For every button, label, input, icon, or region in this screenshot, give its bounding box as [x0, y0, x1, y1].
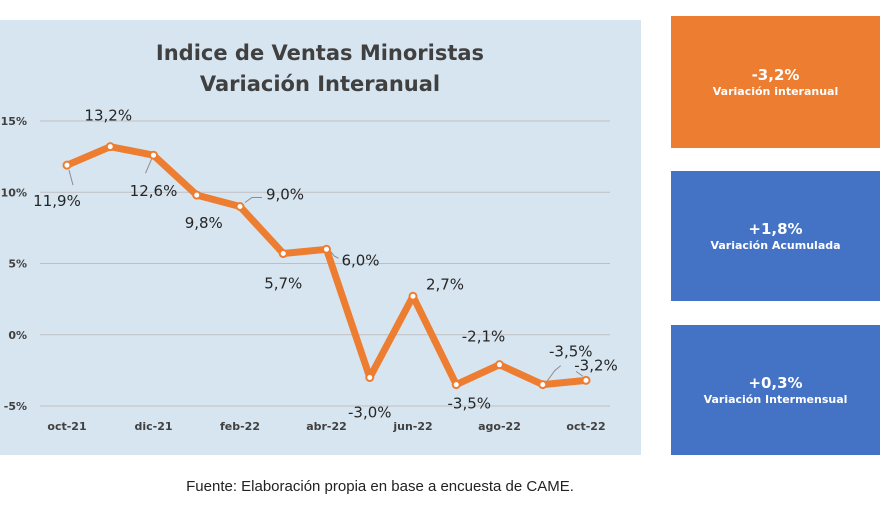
data-label: 2,7% [426, 275, 464, 293]
y-tick-label: 15% [1, 115, 27, 128]
line-chart: Indice de Ventas Minoristas Variación In… [1, 41, 618, 433]
box-interanual-value: -3,2% [751, 66, 800, 84]
data-label: -3,5% [447, 395, 491, 413]
data-label: 13,2% [84, 107, 132, 125]
x-tick-label: abr-22 [306, 420, 347, 433]
data-label: -2,1% [462, 328, 506, 346]
data-label: 5,7% [264, 275, 302, 293]
data-point [278, 249, 288, 259]
data-point [538, 380, 548, 390]
data-point [105, 142, 115, 152]
data-point [192, 190, 202, 200]
x-tick-label: dic-21 [134, 420, 172, 433]
data-label: -3,5% [549, 343, 593, 361]
y-tick-label: 0% [8, 329, 27, 342]
chart-subtitle: Variación Interanual [200, 72, 440, 96]
x-tick-label: feb-22 [220, 420, 260, 433]
label-leader-line [575, 370, 584, 377]
data-label: 9,0% [266, 186, 304, 204]
data-point [581, 375, 591, 385]
x-tick-label: oct-22 [566, 420, 605, 433]
data-point [322, 244, 331, 254]
data-label: -3,0% [348, 404, 392, 422]
label-leader-line [330, 250, 339, 259]
box-acumulada-label: Variación Acumulada [710, 239, 841, 252]
box-intermensual-label: Variación Intermensual [703, 393, 848, 406]
data-label: -3,2% [574, 356, 618, 374]
y-tick-label: -5% [4, 400, 27, 413]
label-leader-line [244, 197, 262, 203]
label-leader-line [546, 365, 562, 382]
chart-panel: Indice de Ventas Minoristas Variación In… [0, 20, 641, 455]
y-tick-label: 10% [1, 186, 27, 199]
x-tick-label: oct-21 [47, 420, 86, 433]
box-acumulada-value: +1,8% [748, 220, 803, 238]
box-acumulada: +1,8% Variación Acumulada [671, 171, 880, 301]
box-intermensual: +0,3% Variación Intermensual [671, 325, 880, 455]
box-interanual: -3,2% Variación interanual [671, 16, 880, 148]
data-point [365, 373, 375, 382]
label-leader-line [68, 170, 74, 186]
box-intermensual-value: +0,3% [748, 374, 803, 392]
data-label: 6,0% [341, 251, 379, 269]
data-point [408, 291, 418, 301]
y-tick-label: 5% [8, 258, 27, 271]
box-interanual-label: Variación interanual [712, 85, 839, 98]
x-tick-label: ago-22 [478, 420, 521, 433]
data-label: 12,6% [130, 182, 178, 200]
data-point [62, 160, 72, 170]
data-label: 11,9% [33, 192, 81, 210]
data-label: 9,8% [185, 214, 223, 232]
label-leader-line [145, 159, 152, 174]
data-point [149, 150, 158, 160]
data-point [235, 202, 245, 211]
x-tick-label: jun-22 [392, 420, 432, 433]
data-point [495, 360, 504, 370]
chart-title: Indice de Ventas Minoristas [156, 41, 484, 65]
source-note: Fuente: Elaboración propia en base a enc… [186, 478, 574, 495]
data-point [451, 380, 461, 390]
